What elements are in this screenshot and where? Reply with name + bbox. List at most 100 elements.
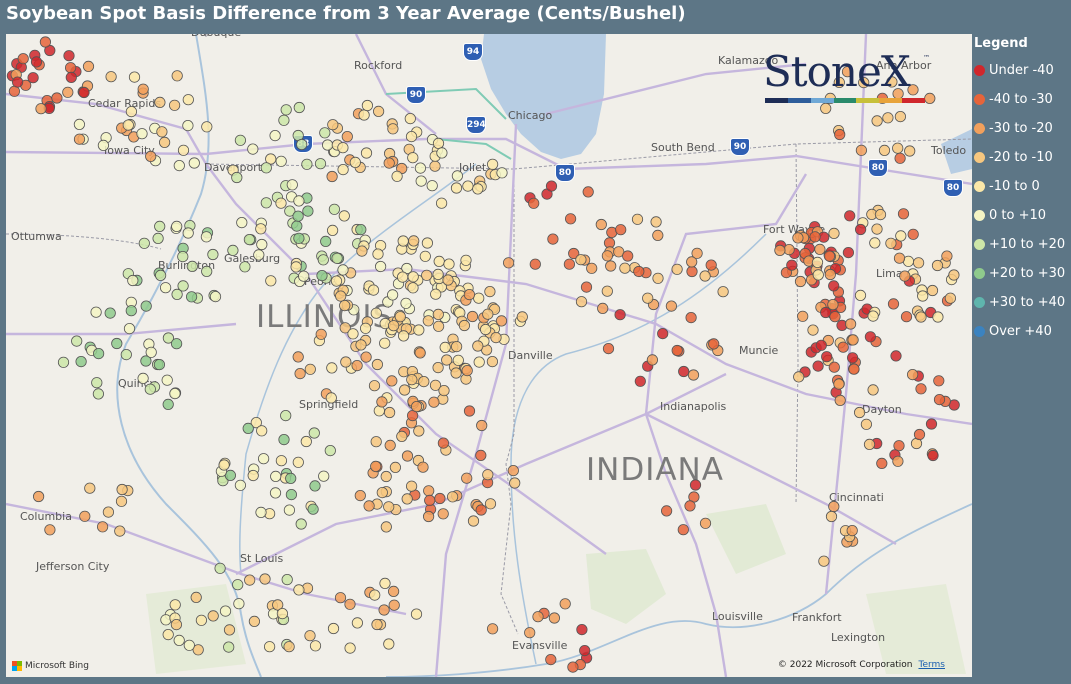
legend-item[interactable]: -30 to -20 xyxy=(974,114,1071,143)
basis-point[interactable] xyxy=(223,624,236,636)
basis-point[interactable] xyxy=(575,254,587,266)
basis-point[interactable] xyxy=(927,449,939,462)
basis-point[interactable] xyxy=(944,292,957,304)
basis-point[interactable] xyxy=(567,661,579,673)
basis-point[interactable] xyxy=(894,111,907,123)
basis-point[interactable] xyxy=(339,299,351,312)
basis-point[interactable] xyxy=(486,623,499,635)
basis-point[interactable] xyxy=(774,244,786,256)
basis-point[interactable] xyxy=(182,120,194,132)
legend-item[interactable]: +20 to +30 xyxy=(974,259,1071,288)
basis-point[interactable] xyxy=(207,610,219,622)
basis-point[interactable] xyxy=(120,348,132,361)
basis-point[interactable] xyxy=(458,319,470,332)
basis-point[interactable] xyxy=(256,425,268,437)
basis-point[interactable] xyxy=(292,210,304,222)
basis-point[interactable] xyxy=(292,456,304,468)
basis-point[interactable] xyxy=(717,286,729,298)
basis-point[interactable] xyxy=(876,457,888,469)
basis-point[interactable] xyxy=(367,284,380,296)
basis-point[interactable] xyxy=(293,584,305,596)
basis-point[interactable] xyxy=(190,591,202,604)
basis-point[interactable] xyxy=(391,170,403,182)
basis-point[interactable] xyxy=(269,487,282,499)
basis-point[interactable] xyxy=(397,330,410,342)
basis-point[interactable] xyxy=(650,216,662,228)
basis-point[interactable] xyxy=(91,377,103,389)
basis-point[interactable] xyxy=(829,311,841,323)
basis-point[interactable] xyxy=(605,260,617,272)
basis-point[interactable] xyxy=(354,489,366,502)
basis-point[interactable] xyxy=(823,250,836,262)
basis-point[interactable] xyxy=(182,227,194,239)
basis-point[interactable] xyxy=(344,642,356,654)
basis-point[interactable] xyxy=(631,213,644,225)
basis-point[interactable] xyxy=(467,515,480,527)
basis-point[interactable] xyxy=(657,327,669,340)
basis-point[interactable] xyxy=(461,364,473,377)
basis-point[interactable] xyxy=(671,344,683,357)
basis-point[interactable] xyxy=(899,270,911,282)
basis-point[interactable] xyxy=(432,361,444,374)
basis-point[interactable] xyxy=(825,510,838,523)
basis-point[interactable] xyxy=(44,524,56,536)
basis-point[interactable] xyxy=(887,298,900,310)
basis-point[interactable] xyxy=(182,94,194,106)
basis-point[interactable] xyxy=(195,614,207,626)
basis-point[interactable] xyxy=(812,360,824,372)
basis-point[interactable] xyxy=(430,288,442,300)
basis-point[interactable] xyxy=(368,380,381,392)
basis-point[interactable] xyxy=(79,510,91,522)
basis-point[interactable] xyxy=(337,164,349,176)
basis-point[interactable] xyxy=(294,367,306,380)
basis-point[interactable] xyxy=(383,157,395,169)
basis-point[interactable] xyxy=(907,228,919,240)
basis-point[interactable] xyxy=(259,573,271,585)
basis-point[interactable] xyxy=(57,356,70,368)
basis-point[interactable] xyxy=(858,76,870,89)
basis-point[interactable] xyxy=(686,265,698,278)
basis-point[interactable] xyxy=(429,379,442,391)
basis-point[interactable] xyxy=(304,363,316,375)
basis-point[interactable] xyxy=(173,160,185,172)
basis-point[interactable] xyxy=(285,472,297,484)
basis-point[interactable] xyxy=(383,638,395,650)
basis-point[interactable] xyxy=(384,439,396,451)
basis-point[interactable] xyxy=(601,285,613,297)
basis-point[interactable] xyxy=(258,453,270,465)
basis-point[interactable] xyxy=(380,470,392,483)
basis-point[interactable] xyxy=(123,322,136,335)
basis-point[interactable] xyxy=(253,249,265,261)
basis-point[interactable] xyxy=(878,144,891,157)
basis-point[interactable] xyxy=(575,296,588,308)
basis-point[interactable] xyxy=(209,290,222,303)
basis-point[interactable] xyxy=(243,234,255,246)
basis-point[interactable] xyxy=(466,310,479,323)
basis-point[interactable] xyxy=(684,500,696,512)
basis-point[interactable] xyxy=(462,180,474,192)
basis-point[interactable] xyxy=(316,270,328,282)
basis-point[interactable] xyxy=(614,309,626,321)
basis-point[interactable] xyxy=(314,158,327,170)
basis-point[interactable] xyxy=(355,224,367,236)
basis-point[interactable] xyxy=(576,623,588,636)
basis-point[interactable] xyxy=(278,433,290,446)
basis-point[interactable] xyxy=(545,653,557,666)
basis-point[interactable] xyxy=(671,263,683,275)
basis-point[interactable] xyxy=(897,208,910,220)
basis-point[interactable] xyxy=(871,115,883,127)
basis-point[interactable] xyxy=(394,311,406,323)
basis-point[interactable] xyxy=(105,71,117,83)
basis-point[interactable] xyxy=(893,440,905,452)
legend-item[interactable]: -40 to -30 xyxy=(974,85,1071,114)
basis-point[interactable] xyxy=(545,180,558,192)
basis-point[interactable] xyxy=(379,577,391,590)
basis-point[interactable] xyxy=(138,237,150,249)
basis-point[interactable] xyxy=(291,220,303,232)
basis-point[interactable] xyxy=(65,71,77,84)
basis-point[interactable] xyxy=(646,354,659,366)
basis-point[interactable] xyxy=(171,288,183,300)
basis-point[interactable] xyxy=(894,152,906,164)
basis-point[interactable] xyxy=(387,123,399,135)
basis-point[interactable] xyxy=(426,180,438,192)
